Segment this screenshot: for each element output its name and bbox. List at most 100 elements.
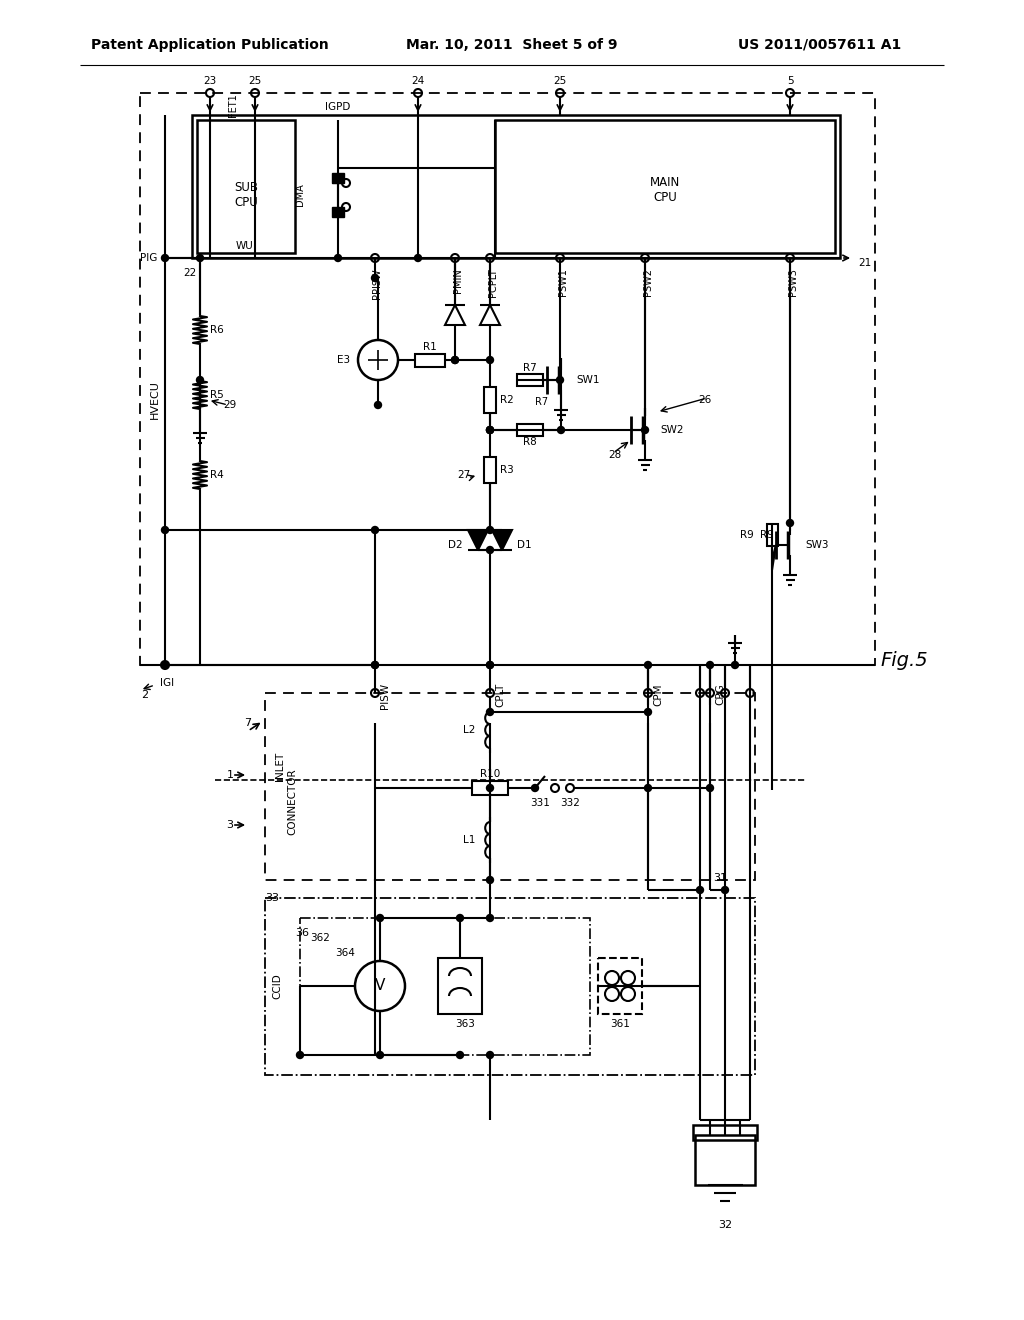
Text: SW2: SW2	[660, 425, 683, 436]
Text: CPM: CPM	[653, 682, 663, 705]
Bar	[265, 898, 755, 1074]
Text: CCID: CCID	[272, 974, 282, 999]
Bar	[438, 958, 482, 1014]
Text: R1: R1	[423, 342, 437, 352]
Text: R7: R7	[535, 397, 548, 407]
Text: PIG: PIG	[139, 253, 157, 263]
Text: R5: R5	[210, 389, 224, 400]
Circle shape	[452, 356, 459, 363]
Bar	[300, 917, 590, 1055]
Text: R3: R3	[500, 465, 514, 475]
Circle shape	[486, 426, 494, 433]
Text: 332: 332	[560, 799, 580, 808]
Circle shape	[297, 1052, 303, 1059]
Text: Patent Application Publication: Patent Application Publication	[91, 38, 329, 51]
Bar	[415, 354, 445, 367]
Text: 363: 363	[455, 1019, 475, 1030]
Text: SW3: SW3	[805, 540, 828, 550]
Circle shape	[486, 709, 494, 715]
Circle shape	[722, 887, 728, 894]
Circle shape	[415, 255, 422, 261]
Text: R10: R10	[480, 770, 500, 779]
Bar	[517, 374, 543, 385]
Text: 25: 25	[249, 77, 261, 86]
Bar	[695, 1135, 755, 1185]
Circle shape	[557, 426, 564, 433]
Text: 361: 361	[610, 1019, 630, 1030]
Circle shape	[197, 255, 204, 261]
Circle shape	[696, 887, 703, 894]
Text: 26: 26	[698, 395, 712, 405]
Text: R9: R9	[760, 531, 774, 540]
Bar	[197, 120, 295, 253]
Text: 25: 25	[553, 77, 566, 86]
Text: SUB
CPU: SUB CPU	[234, 181, 258, 209]
Circle shape	[162, 661, 169, 668]
Text: IGPD: IGPD	[326, 102, 350, 112]
Text: Mar. 10, 2011  Sheet 5 of 9: Mar. 10, 2011 Sheet 5 of 9	[407, 38, 617, 51]
Circle shape	[372, 527, 379, 533]
Bar	[693, 1125, 757, 1140]
Text: HVECU: HVECU	[150, 380, 160, 420]
Circle shape	[457, 1052, 464, 1059]
Text: 1: 1	[226, 770, 233, 780]
Text: 7: 7	[245, 718, 252, 729]
Text: 28: 28	[608, 450, 622, 459]
Text: 32: 32	[718, 1220, 732, 1230]
Bar	[140, 92, 874, 665]
Bar	[495, 120, 835, 253]
Circle shape	[486, 356, 494, 363]
Bar	[484, 387, 496, 413]
Circle shape	[641, 426, 648, 433]
Text: 33: 33	[265, 894, 279, 903]
Text: R7: R7	[523, 363, 537, 374]
Polygon shape	[468, 531, 488, 550]
Text: 3: 3	[226, 820, 233, 830]
Bar	[193, 115, 840, 257]
Text: 27: 27	[457, 470, 470, 480]
Circle shape	[707, 661, 714, 668]
Circle shape	[486, 546, 494, 553]
Circle shape	[162, 255, 169, 261]
Text: CPG: CPG	[715, 682, 725, 705]
Text: PPISW: PPISW	[372, 268, 382, 298]
Circle shape	[372, 661, 379, 668]
Text: PISW: PISW	[380, 682, 390, 709]
Text: 31: 31	[713, 873, 727, 883]
Text: 331: 331	[530, 799, 550, 808]
Text: R2: R2	[500, 395, 514, 405]
Text: V: V	[375, 978, 385, 994]
Text: PCPLT: PCPLT	[488, 268, 498, 297]
Text: CPLT: CPLT	[495, 682, 505, 708]
Circle shape	[556, 376, 563, 384]
Circle shape	[486, 915, 494, 921]
Text: 22: 22	[183, 268, 197, 279]
Text: L1: L1	[463, 836, 475, 845]
Circle shape	[707, 784, 714, 792]
Text: R9: R9	[740, 531, 754, 540]
Circle shape	[531, 784, 539, 792]
Text: R6: R6	[210, 325, 224, 335]
Circle shape	[377, 1052, 384, 1059]
Text: INLET: INLET	[275, 752, 285, 781]
Text: R4: R4	[210, 470, 224, 480]
Bar	[472, 781, 508, 795]
Circle shape	[486, 1052, 494, 1059]
Text: PSW1: PSW1	[558, 268, 568, 296]
Circle shape	[486, 876, 494, 883]
Circle shape	[644, 784, 651, 792]
Text: R8: R8	[523, 437, 537, 447]
Text: DMA: DMA	[295, 183, 305, 206]
Bar	[332, 207, 344, 216]
Text: L2: L2	[463, 725, 475, 735]
Text: WU: WU	[237, 242, 254, 251]
Text: 362: 362	[310, 933, 330, 942]
Bar	[265, 693, 755, 880]
Text: IGI: IGI	[160, 678, 174, 688]
Text: FET1: FET1	[228, 94, 238, 117]
Circle shape	[644, 709, 651, 715]
Circle shape	[372, 275, 379, 281]
Circle shape	[486, 661, 494, 668]
Text: D2: D2	[449, 540, 463, 550]
Text: PSW3: PSW3	[788, 268, 798, 296]
